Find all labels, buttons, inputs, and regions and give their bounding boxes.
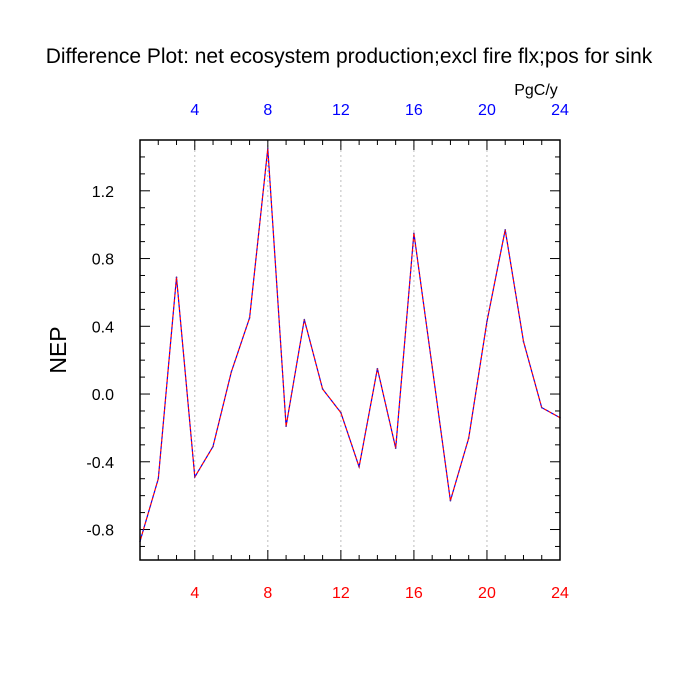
data-point — [175, 276, 178, 278]
data-point — [303, 318, 306, 321]
x-tick-label-bottom: 12 — [332, 585, 350, 602]
data-point — [321, 388, 324, 390]
data-point — [157, 477, 160, 480]
series-line-blue — [139, 148, 561, 542]
tick-labels: 4 4 8 8 12 12 16 16 20 20 24 24 1.2 0.8 0.4 0.0 -0.4 -0.8 — [86, 102, 569, 602]
x-tick-label-bottom: 16 — [405, 585, 423, 602]
x-tick-label-top: 8 — [263, 102, 272, 119]
x-tick-label-bottom: 24 — [551, 585, 569, 602]
series-layer — [139, 147, 561, 543]
data-point — [267, 147, 269, 150]
y-tick-label: 0.8 — [92, 252, 114, 269]
y-axis-label: NEP — [45, 326, 71, 373]
x-tick-label-top: 24 — [551, 102, 569, 119]
series-line-red — [139, 148, 561, 542]
data-point — [230, 371, 233, 373]
data-point — [504, 228, 507, 231]
x-tick-label-bottom: 8 — [263, 585, 272, 602]
y-tick-label: 0.4 — [92, 319, 114, 336]
plot-frame — [139, 139, 561, 561]
units-label: PgC/y — [514, 82, 558, 99]
data-point — [413, 232, 415, 234]
data-point — [486, 320, 488, 323]
minor-ticks — [139, 139, 560, 560]
x-tick-label-bottom: 4 — [190, 585, 199, 602]
y-tick-label: 0.0 — [92, 387, 114, 404]
x-tick-label-top: 12 — [332, 102, 350, 119]
y-tick-label: -0.4 — [86, 455, 114, 472]
grid-lines — [194, 140, 488, 560]
y-tick-label: 1.2 — [92, 184, 114, 201]
data-point — [394, 447, 397, 450]
x-tick-label-top: 16 — [405, 102, 423, 119]
data-point — [540, 406, 543, 409]
data-point — [358, 466, 360, 468]
data-point — [522, 340, 525, 343]
x-tick-label-top: 20 — [478, 102, 496, 119]
data-point — [212, 445, 214, 448]
data-point — [431, 366, 433, 368]
data-point — [449, 499, 452, 502]
data-point — [340, 411, 342, 414]
x-tick-label-bottom: 20 — [478, 585, 496, 602]
data-point — [248, 317, 251, 319]
data-point — [467, 437, 470, 439]
x-tick-label-top: 4 — [190, 102, 199, 119]
y-tick-label: -0.8 — [86, 523, 114, 540]
chart-title: Difference Plot: net ecosystem productio… — [46, 45, 653, 68]
data-point — [193, 476, 196, 478]
data-point — [376, 367, 379, 370]
data-point — [285, 425, 287, 428]
major-ticks — [140, 140, 561, 560]
